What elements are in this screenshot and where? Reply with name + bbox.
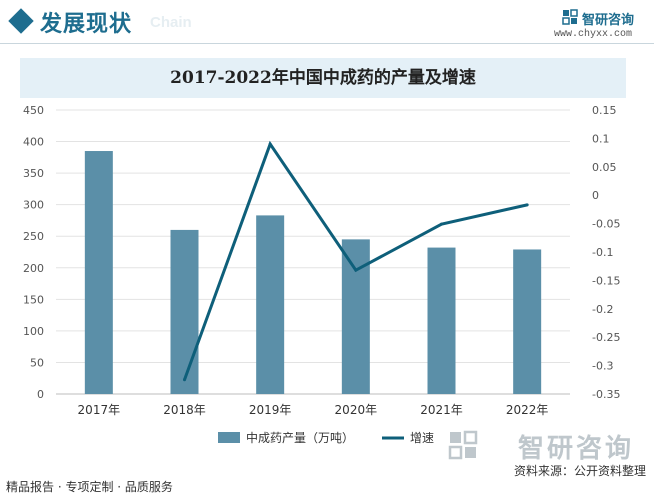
- x-tick-label: 2018年: [163, 403, 206, 417]
- header-divider: [0, 43, 654, 44]
- brand-url[interactable]: www.chyxx.com: [554, 29, 633, 40]
- y-left-tick-label: 0: [37, 388, 44, 401]
- chart-title-box: 2017-2022年中国中成药的产量及增速: [20, 58, 626, 98]
- y-right-tick-label: -0.15: [592, 274, 620, 287]
- growth-point: [183, 378, 186, 382]
- y-right-tick-label: -0.25: [592, 331, 620, 344]
- y-right-tick-label: -0.35: [592, 388, 620, 401]
- brand-name: 智研咨询: [582, 13, 635, 28]
- chart-title: 2017-2022年中国中成药的产量及增速: [170, 68, 476, 88]
- brand-logo[interactable]: 智研咨询 www.chyxx.com: [554, 7, 644, 43]
- bar: [427, 247, 456, 394]
- y-left-tick-label: 350: [23, 167, 44, 180]
- diamond-icon: [8, 8, 34, 34]
- y-right-tick-label: 0.05: [592, 161, 617, 174]
- y-right-tick-label: 0: [592, 189, 599, 202]
- brand-watermark-icon: [448, 430, 478, 460]
- growth-point: [525, 203, 529, 207]
- footer-tagline: 精品报告 · 专项定制 · 品质服务: [6, 480, 173, 494]
- legend-line-label: 增速: [410, 431, 434, 445]
- legend-bar-swatch: [218, 432, 240, 443]
- bar: [513, 249, 542, 394]
- y-left-tick-label: 450: [23, 104, 44, 117]
- chart: 0 50 100 150 200 250 300 350 400 450 -0.35 -0.3 -0.2…: [23, 104, 620, 445]
- bar: [170, 229, 199, 394]
- y-right-tick-label: -0.05: [592, 218, 620, 231]
- bar: [341, 239, 370, 394]
- growth-point: [354, 268, 358, 272]
- x-tick-label: 2017年: [78, 403, 121, 417]
- watermark-text: Chain: [150, 14, 192, 31]
- y-right-tick-label: -0.1: [592, 246, 613, 259]
- growth-point: [268, 142, 272, 146]
- growth-point: [440, 222, 443, 226]
- page-header: 发展现状 Chain 智研咨询 www.chyxx.com: [0, 0, 654, 44]
- x-tick-label: 2022年: [506, 403, 549, 417]
- brand-mark-icon: [562, 9, 578, 25]
- data-source: 资料来源：公开资料整理: [513, 464, 646, 478]
- bar: [256, 215, 285, 394]
- y-left-tick-label: 250: [23, 230, 44, 243]
- y-right-tick-label: -0.3: [592, 360, 613, 373]
- y-left-tick-label: 100: [23, 325, 44, 338]
- brand-watermark: 智研咨询: [517, 434, 634, 464]
- y-right-tick-label: 0.1: [592, 132, 610, 145]
- page-footer: 智研咨询 精品报告 · 专项定制 · 品质服务 资料来源：公开资料整理: [0, 430, 654, 495]
- y-right-tick-label: 0.15: [592, 104, 617, 117]
- y-left-tick-label: 300: [23, 199, 44, 212]
- y-left-tick-label: 150: [23, 293, 44, 306]
- y-left-tick-label: 50: [30, 356, 44, 369]
- section-title: 发展现状: [40, 12, 133, 37]
- x-tick-label: 2021年: [420, 403, 463, 417]
- y-left-tick-label: 400: [23, 136, 44, 149]
- legend-bar-label: 中成药产量（万吨）: [246, 430, 354, 445]
- x-tick-label: 2020年: [335, 403, 378, 417]
- y-left-tick-label: 200: [23, 262, 44, 275]
- x-tick-label: 2019年: [249, 403, 292, 417]
- y-right-tick-label: -0.2: [592, 303, 613, 316]
- bar: [84, 151, 113, 394]
